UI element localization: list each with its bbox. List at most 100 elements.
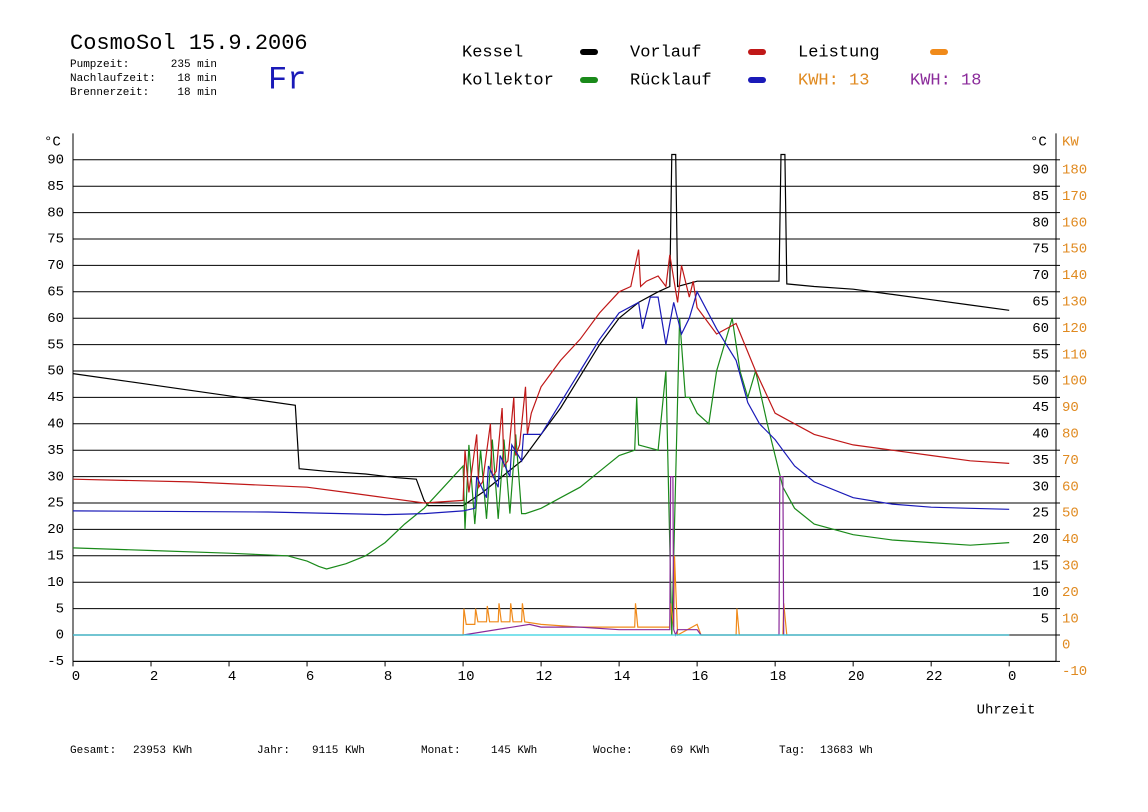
x-tick-label: 22 [926,669,943,685]
y-tick-label: 90 [47,153,64,169]
series-line [72,249,1010,504]
legend-marker [580,49,598,55]
y-tick-label-right: 5 [1041,611,1049,627]
x-tick-label: 0 [72,669,80,685]
y-tick-label: 25 [47,496,64,512]
y2-tick-label: 80 [1062,427,1079,443]
legend-label: Kessel [462,43,523,62]
stat-label: Pumpzeit: [70,59,129,71]
y-axis-unit-right: °C [1030,135,1047,151]
x-tick-label: 14 [614,669,631,685]
y2-axis-unit: KW [1062,135,1079,151]
y2-tick-label: 150 [1062,242,1087,258]
y2-tick-label: 140 [1062,268,1087,284]
y-tick-label: 50 [47,364,64,380]
x-axis-label: Uhrzeit [977,703,1036,719]
footer-label: Jahr: [257,745,290,757]
y-tick-label-right: 35 [1032,453,1049,469]
stat-value: 18 min [177,73,217,85]
y-tick-label: 30 [47,469,64,485]
y-tick-label: -5 [47,654,64,670]
y-tick-label: 40 [47,417,64,433]
stat-value: 18 min [177,87,217,99]
y-tick-label: 35 [47,443,64,459]
y-tick-label: 60 [47,311,64,327]
y-tick-label-right: 60 [1032,321,1049,337]
y-tick-label: 55 [47,337,64,353]
y-tick-label-right: 65 [1032,295,1049,311]
y2-tick-label: 10 [1062,611,1079,627]
legend-label: Leistung [798,43,880,62]
kwh-label: KWH: 18 [910,71,981,90]
y2-tick-label: 70 [1062,453,1079,469]
stat-label: Nachlaufzeit: [70,73,156,85]
y2-tick-label: 110 [1062,347,1087,363]
chart-title: CosmoSol 15.9.2006 [70,31,308,56]
y-tick-label: 65 [47,285,64,301]
x-tick-label: 20 [848,669,865,685]
y2-tick-label: 170 [1062,189,1087,205]
kwh-label: KWH: 13 [798,71,869,90]
y2-tick-label: -10 [1062,664,1087,680]
legend-marker [930,49,948,55]
y2-tick-label: 60 [1062,479,1079,495]
y-tick-label-right: 50 [1032,374,1049,390]
series-line [72,318,1010,636]
stat-value: 235 min [171,59,217,71]
y2-tick-label: 0 [1062,638,1070,654]
legend-label: Rücklauf [630,71,712,90]
legend-label: Kollektor [462,71,554,90]
y-tick-label: 20 [47,522,64,538]
y-tick-label-right: 45 [1032,400,1049,416]
y-tick-label-right: 15 [1032,559,1049,575]
y-tick-label-right: 40 [1032,427,1049,443]
y-tick-label: 70 [47,258,64,274]
y-tick-label-right: 55 [1032,347,1049,363]
x-tick-label: 4 [228,669,236,685]
y-tick-label: 15 [47,549,64,565]
y-tick-label-right: 70 [1032,268,1049,284]
stat-label: Brennerzeit: [70,87,149,99]
y2-tick-label: 180 [1062,163,1087,179]
y2-tick-label: 90 [1062,400,1079,416]
y-tick-label: 45 [47,390,64,406]
day-label: Fr [268,61,306,98]
legend-marker [748,77,766,83]
y-axis-unit: °C [44,135,61,151]
footer-label: Tag: [779,745,805,757]
y-tick-label-right: 30 [1032,479,1049,495]
y-tick-label: 75 [47,232,64,248]
y-tick-label-right: 25 [1032,506,1049,522]
footer-label: Gesamt: [70,745,116,757]
legend-label: Vorlauf [630,43,701,62]
y-tick-label-right: 90 [1032,163,1049,179]
series-line [73,555,1010,636]
series-line [72,290,1010,516]
y2-tick-label: 130 [1062,295,1087,311]
series-line [73,476,1010,637]
y-tick-label: 10 [47,575,64,591]
x-tick-label: 8 [384,669,392,685]
y2-tick-label: 20 [1062,585,1079,601]
x-tick-label: 0 [1008,669,1016,685]
y2-tick-label: 50 [1062,506,1079,522]
footer-value: 23953 KWh [133,745,192,757]
y-tick-label-right: 80 [1032,215,1049,231]
y-tick-label: 0 [56,628,64,644]
y2-tick-label: 160 [1062,215,1087,231]
x-tick-label: 18 [770,669,787,685]
footer-value: 9115 KWh [312,745,365,757]
y-tick-label-right: 75 [1032,242,1049,258]
y-tick-label: 85 [47,179,64,195]
y2-tick-label: 120 [1062,321,1087,337]
x-tick-label: 10 [458,669,475,685]
footer-value: 145 KWh [491,745,537,757]
footer-value: 13683 Wh [820,745,873,757]
legend-marker [748,49,766,55]
y2-tick-label: 30 [1062,559,1079,575]
y-tick-label-right: 10 [1032,585,1049,601]
legend-marker [580,77,598,83]
y-tick-label-right: 20 [1032,532,1049,548]
x-tick-label: 16 [692,669,709,685]
x-tick-label: 2 [150,669,158,685]
